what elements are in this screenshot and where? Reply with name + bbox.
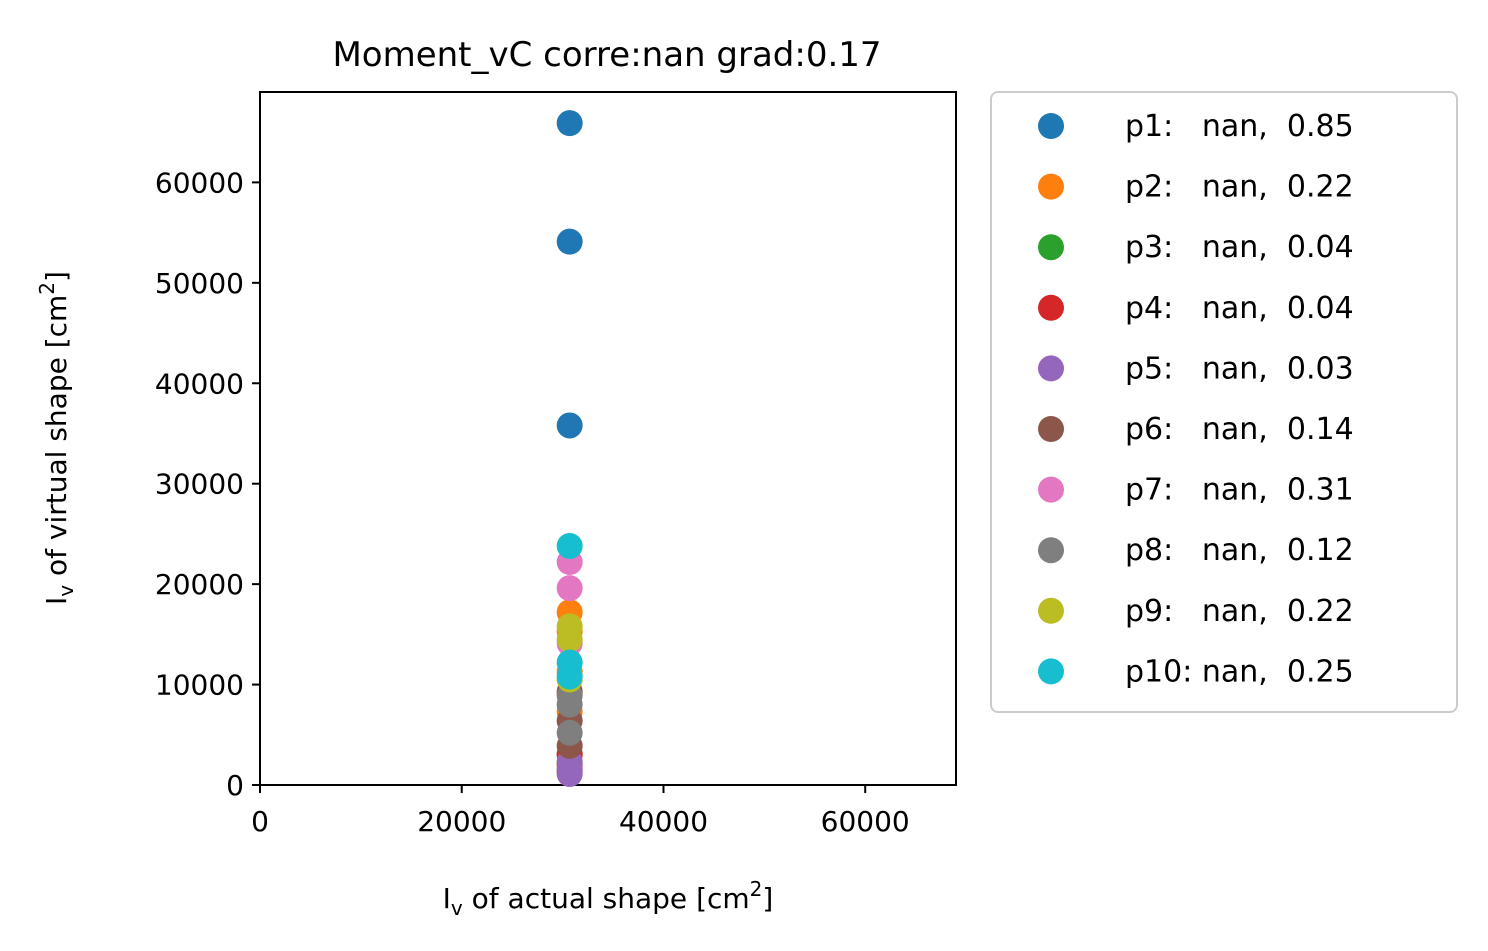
y-axis-label: Iv of virtual shape [cm2] [35, 271, 78, 605]
legend-frame [990, 91, 1458, 713]
x-tick-label: 20000 [417, 805, 506, 838]
data-point-p10 [556, 532, 583, 559]
legend-label-p3: p3: nan, 0.04 [1125, 230, 1354, 265]
x-tick-label: 0 [251, 805, 269, 838]
plot-area [259, 91, 957, 786]
y-tick-label: 0 [226, 769, 244, 802]
legend-marker-p2 [1038, 173, 1064, 200]
y-tick-label: 30000 [155, 468, 244, 501]
x-tick-label: 40000 [619, 805, 708, 838]
data-point-p1 [556, 412, 583, 439]
data-points [556, 110, 583, 787]
legend-marker-p3 [1038, 234, 1064, 261]
data-point-p5 [556, 760, 583, 787]
data-point-p10 [556, 663, 583, 690]
y-axis: 0 10000 20000 30000 40000 50000 60000 [155, 166, 260, 802]
legend-label-p10: p10: nan, 0.25 [1125, 654, 1354, 689]
legend: p1: nan, 0.85 p2: nan, 0.22 p3: nan, 0.04 p… [990, 91, 1458, 713]
data-point-p9 [556, 626, 583, 653]
x-tick-label: 60000 [821, 805, 910, 838]
legend-marker-p8 [1038, 537, 1064, 564]
legend-label-p8: p8: nan, 0.12 [1125, 533, 1354, 568]
legend-marker-p6 [1038, 416, 1064, 442]
legend-label-p5: p5: nan, 0.03 [1125, 351, 1354, 386]
legend-label-p7: p7: nan, 0.31 [1125, 473, 1354, 508]
data-point-p1 [556, 228, 583, 255]
legend-marker-p5 [1038, 355, 1064, 382]
y-tick-label: 50000 [155, 267, 244, 300]
legend-label-p6: p6: nan, 0.14 [1125, 412, 1354, 447]
y-tick-label: 20000 [155, 568, 244, 601]
legend-label-p4: p4: nan, 0.04 [1125, 291, 1354, 326]
legend-items: p1: nan, 0.85 p2: nan, 0.22 p3: nan, 0.04 p… [1038, 109, 1354, 689]
x-axis: 0 20000 40000 60000 [251, 785, 910, 838]
data-point-p8 [556, 719, 583, 746]
legend-marker-p4 [1038, 294, 1064, 321]
legend-label-p1: p1: nan, 0.85 [1125, 109, 1354, 144]
data-point-p8 [556, 691, 583, 718]
legend-label-p9: p9: nan, 0.22 [1125, 594, 1354, 629]
chart-title: Moment_vC corre:nan grad:0.17 [332, 35, 881, 75]
y-tick-label: 60000 [155, 166, 244, 199]
legend-marker-p9 [1038, 597, 1064, 624]
y-tick-label: 10000 [155, 669, 244, 702]
y-tick-label: 40000 [155, 367, 244, 400]
data-point-p1 [556, 110, 583, 137]
legend-marker-p1 [1038, 113, 1064, 139]
data-point-p7 [556, 575, 583, 602]
x-axis-label: Iv of actual shape [cm2] [443, 877, 774, 920]
legend-marker-p10 [1038, 658, 1064, 685]
legend-marker-p7 [1038, 476, 1064, 503]
legend-label-p2: p2: nan, 0.22 [1125, 170, 1354, 205]
